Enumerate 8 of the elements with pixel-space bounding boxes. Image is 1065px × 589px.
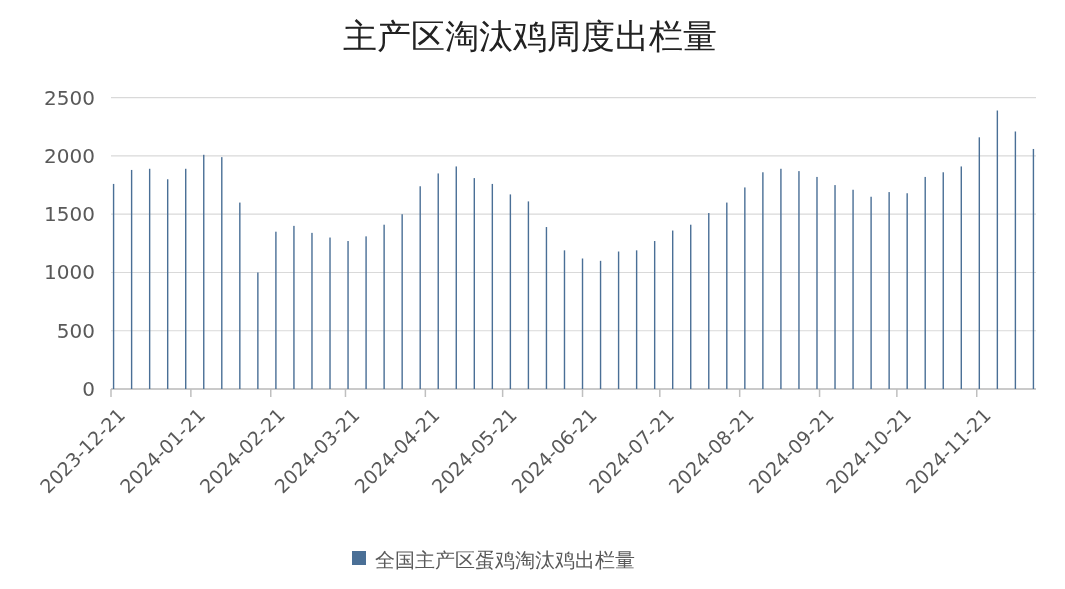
y-tick-label: 0 xyxy=(82,377,95,401)
y-tick-label: 1500 xyxy=(44,202,95,227)
legend-label: 全国主产区蛋鸡淘汰鸡出栏量 xyxy=(375,548,635,572)
y-tick-label: 2000 xyxy=(44,143,95,168)
y-tick-label: 1000 xyxy=(44,260,95,285)
y-tick-label: 2500 xyxy=(44,85,95,110)
chart-title: 主产区淘汰鸡周度出栏量 xyxy=(343,16,717,56)
y-tick-label: 500 xyxy=(56,318,95,343)
